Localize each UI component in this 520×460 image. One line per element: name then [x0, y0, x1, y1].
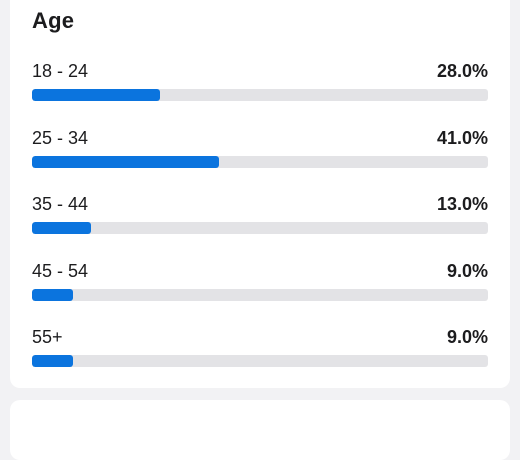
age-row-label: 18 - 24 [32, 61, 89, 81]
progress-fill [32, 355, 74, 367]
progress-fill [32, 156, 219, 168]
progress-track [32, 156, 488, 168]
progress-track [32, 289, 488, 301]
next-card [10, 400, 510, 460]
age-row-value: 41.0% [436, 128, 488, 148]
age-row-value: 9.0% [446, 261, 488, 281]
age-row-18-24: 18 - 24 28.0% [32, 60, 488, 110]
progress-fill [32, 222, 92, 234]
age-row-45-54: 45 - 54 9.0% [32, 260, 488, 310]
progress-track [32, 355, 488, 367]
age-row-35-44: 35 - 44 13.0% [32, 193, 488, 243]
age-row-label: 45 - 54 [32, 261, 89, 281]
age-row-55-plus: 55+ 9.0% [32, 326, 488, 376]
progress-track [32, 222, 488, 234]
age-row-label: 25 - 34 [32, 128, 89, 148]
age-row-value: 9.0% [446, 327, 488, 347]
age-row-label: 35 - 44 [32, 194, 89, 214]
age-row-25-34: 25 - 34 41.0% [32, 127, 488, 177]
age-card-title: Age [32, 8, 75, 33]
progress-fill [32, 289, 74, 301]
age-card: Age 18 - 24 28.0% 25 - 34 41.0% 35 - 44 … [10, 0, 510, 388]
age-row-value: 28.0% [436, 61, 488, 81]
progress-track [32, 89, 488, 101]
progress-fill [32, 89, 160, 101]
age-row-value: 13.0% [436, 194, 488, 214]
age-row-label: 55+ [32, 327, 63, 347]
